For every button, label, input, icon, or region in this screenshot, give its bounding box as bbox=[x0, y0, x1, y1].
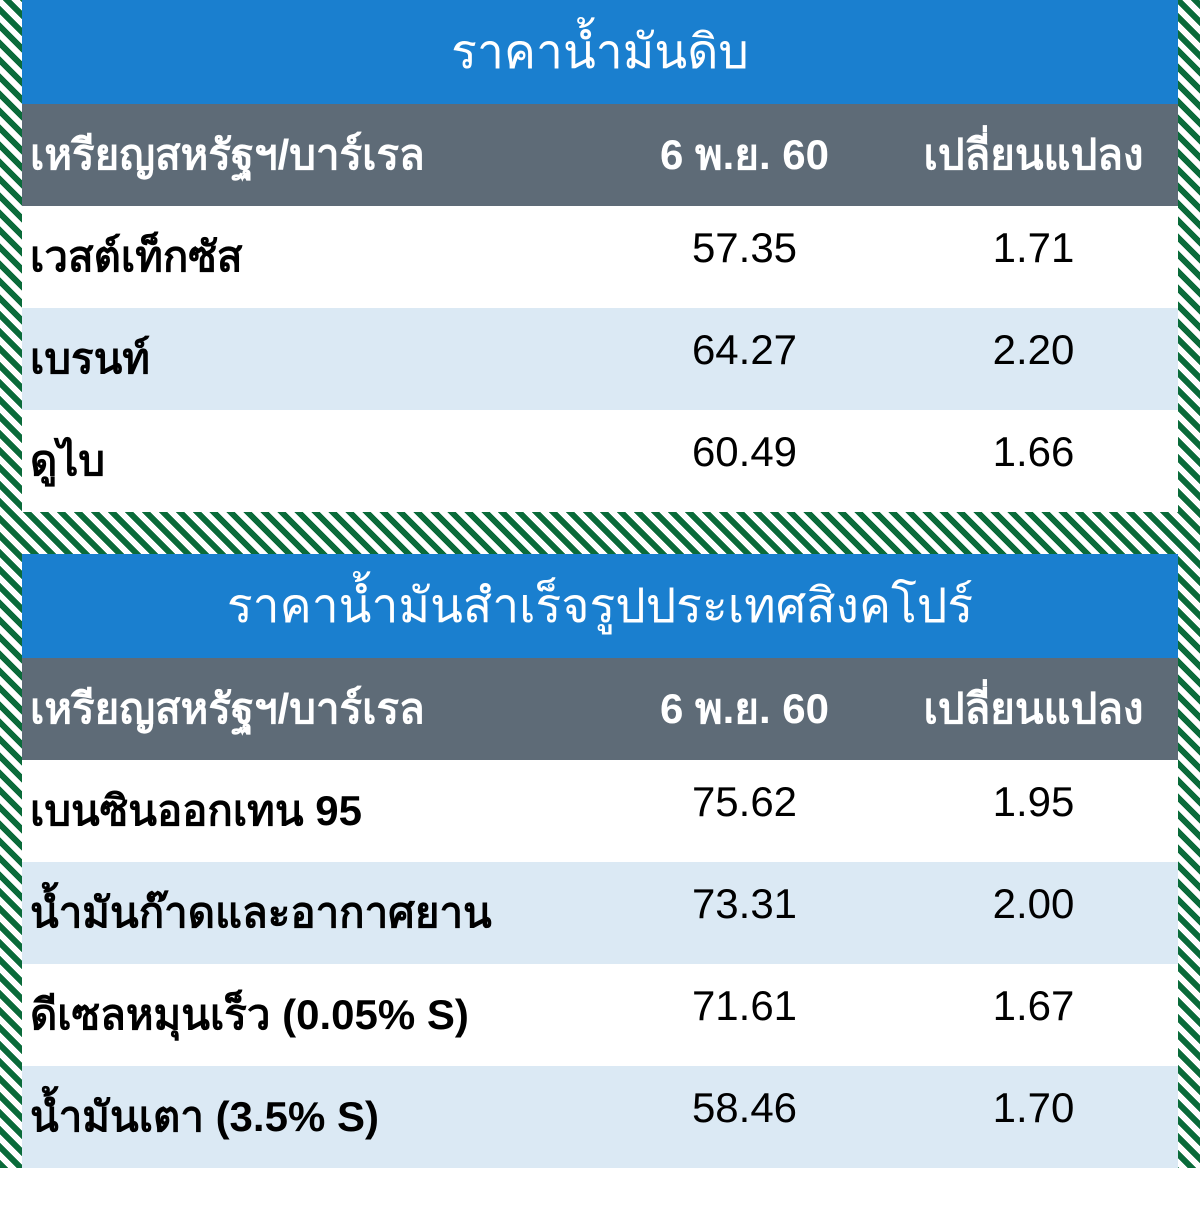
cell-name: เบนซินออกเทน 95 bbox=[22, 760, 600, 862]
cell-name: น้ำมันก๊าดและอากาศยาน bbox=[22, 862, 600, 964]
cell-change: 2.20 bbox=[889, 308, 1178, 410]
cell-price: 64.27 bbox=[600, 308, 889, 410]
table-row: เวสต์เท็กซัส 57.35 1.71 bbox=[22, 206, 1178, 308]
cell-name: น้ำมันเตา (3.5% S) bbox=[22, 1066, 600, 1168]
cell-change: 1.66 bbox=[889, 410, 1178, 512]
header-col-change: เปลี่ยนแปลง bbox=[889, 658, 1178, 760]
crude-oil-header: เหรียญสหรัฐฯ/บาร์เรล 6 พ.ย. 60 เปลี่ยนแป… bbox=[22, 104, 1178, 206]
cell-change: 1.71 bbox=[889, 206, 1178, 308]
page-container: ราคาน้ำมันดิบ เหรียญสหรัฐฯ/บาร์เรล 6 พ.ย… bbox=[0, 0, 1200, 1168]
tables-wrapper-2: ราคาน้ำมันสำเร็จรูปประเทศสิงคโปร์ เหรียญ… bbox=[22, 554, 1178, 1168]
cell-price: 60.49 bbox=[600, 410, 889, 512]
crude-oil-title: ราคาน้ำมันดิบ bbox=[22, 0, 1178, 104]
header-col-change: เปลี่ยนแปลง bbox=[889, 104, 1178, 206]
table-row: น้ำมันเตา (3.5% S) 58.46 1.70 bbox=[22, 1066, 1178, 1168]
cell-price: 58.46 bbox=[600, 1066, 889, 1168]
header-col-unit: เหรียญสหรัฐฯ/บาร์เรล bbox=[22, 658, 600, 760]
header-col-date: 6 พ.ย. 60 bbox=[600, 104, 889, 206]
cell-name: เวสต์เท็กซัส bbox=[22, 206, 600, 308]
cell-price: 73.31 bbox=[600, 862, 889, 964]
cell-change: 1.70 bbox=[889, 1066, 1178, 1168]
cell-price: 71.61 bbox=[600, 964, 889, 1066]
table-row: เบนซินออกเทน 95 75.62 1.95 bbox=[22, 760, 1178, 862]
cell-name: ดูไบ bbox=[22, 410, 600, 512]
header-col-date: 6 พ.ย. 60 bbox=[600, 658, 889, 760]
table-row: ดูไบ 60.49 1.66 bbox=[22, 410, 1178, 512]
header-col-unit: เหรียญสหรัฐฯ/บาร์เรล bbox=[22, 104, 600, 206]
cell-price: 75.62 bbox=[600, 760, 889, 862]
cell-name: ดีเซลหมุนเร็ว (0.05% S) bbox=[22, 964, 600, 1066]
cell-price: 57.35 bbox=[600, 206, 889, 308]
cell-name: เบรนท์ bbox=[22, 308, 600, 410]
table-row: น้ำมันก๊าดและอากาศยาน 73.31 2.00 bbox=[22, 862, 1178, 964]
table-spacer bbox=[0, 512, 1200, 554]
refined-oil-title: ราคาน้ำมันสำเร็จรูปประเทศสิงคโปร์ bbox=[22, 554, 1178, 658]
cell-change: 1.95 bbox=[889, 760, 1178, 862]
table-row: ดีเซลหมุนเร็ว (0.05% S) 71.61 1.67 bbox=[22, 964, 1178, 1066]
refined-oil-header: เหรียญสหรัฐฯ/บาร์เรล 6 พ.ย. 60 เปลี่ยนแป… bbox=[22, 658, 1178, 760]
tables-wrapper: ราคาน้ำมันดิบ เหรียญสหรัฐฯ/บาร์เรล 6 พ.ย… bbox=[22, 0, 1178, 512]
table-row: เบรนท์ 64.27 2.20 bbox=[22, 308, 1178, 410]
cell-change: 2.00 bbox=[889, 862, 1178, 964]
cell-change: 1.67 bbox=[889, 964, 1178, 1066]
